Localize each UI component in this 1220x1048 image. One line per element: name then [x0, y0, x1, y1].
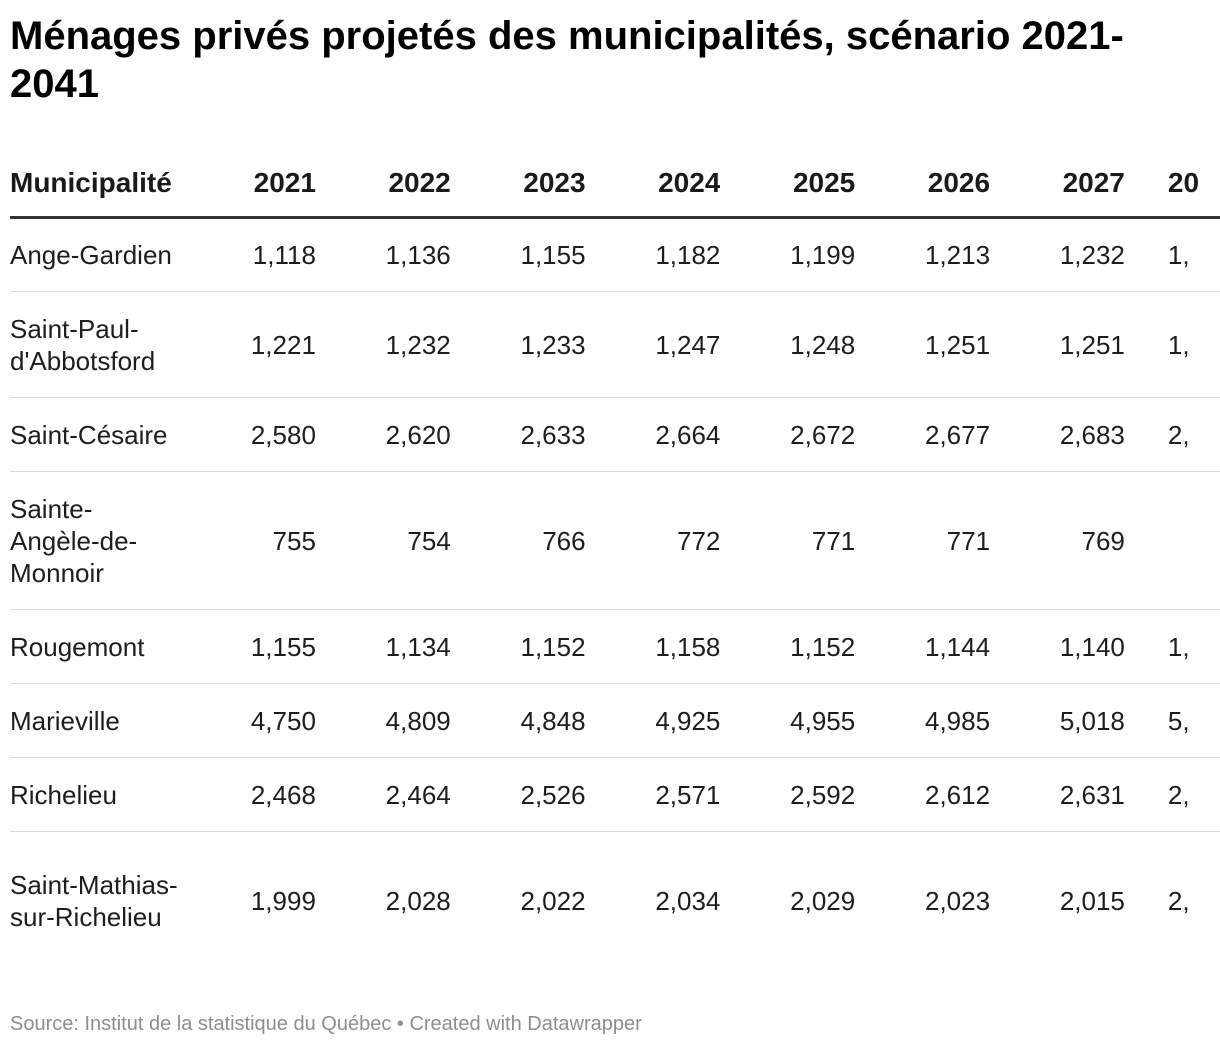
table-row: Marieville 4,750 4,809 4,848 4,925 4,955 4,985…	[10, 683, 1220, 758]
table-cell-value: 1,140	[990, 609, 1125, 684]
table-cell-value: 2,023	[924, 885, 991, 916]
table-cell-value	[1124, 471, 1220, 610]
table-cell-value: 1,	[1124, 291, 1220, 398]
table-cell-value: 1,251	[855, 291, 991, 398]
table-cell-value: 1,	[1124, 609, 1220, 684]
table-cell-value: 2,	[1124, 397, 1220, 472]
table-cell-value: 1,251	[990, 291, 1125, 398]
table-cell-value: 1,232	[315, 291, 451, 398]
column-header-20: 20	[1124, 150, 1220, 219]
column-header-2021: 2021	[181, 150, 316, 219]
chart-title: Ménages privés projetés des municipalité…	[10, 14, 1124, 106]
table-cell-value: 1,118	[181, 217, 316, 292]
table-cell-value: 1,144	[855, 609, 991, 684]
row-municipality-name: Richelieu	[10, 757, 182, 832]
table-row: Rougemont 1,155 1,134 1,152 1,158 1,152 1,144 1…	[10, 609, 1220, 684]
table-cell-value: 2,612	[855, 757, 991, 832]
table-cell-value: 1,158	[585, 609, 721, 684]
data-table-container: Municipalité 2021 2022 2023 2024 2025 2026 2027…	[10, 150, 1220, 970]
table-cell-value: 2,034	[655, 885, 721, 916]
table-cell-value: 2,580	[181, 397, 316, 472]
row-municipality-name: Saint-Césaire	[10, 397, 182, 472]
table-cell-value: 2,468	[181, 757, 316, 832]
table-cell-value: 2,672	[720, 397, 856, 472]
table-cell-value: 1,155	[450, 217, 586, 292]
table-cell-value: 1,999	[250, 885, 316, 916]
table-cell-value: 1,	[1124, 217, 1220, 292]
table-cell-value: 1,233	[450, 291, 586, 398]
table-cell-value: 771	[855, 471, 991, 610]
table-cell-value: 1,247	[585, 291, 721, 398]
table-cell-value: 5,018	[990, 683, 1125, 758]
table-cell-value: 2,028	[385, 885, 451, 916]
table-row: Sainte-Angèle-de-Monnoir 755 754 766 772 771 7…	[10, 471, 1220, 610]
table-cell-value: 4,985	[855, 683, 991, 758]
table-cell-value: 4,809	[315, 683, 451, 758]
source-note: Source: Institut de la statistique du Qu…	[10, 1013, 642, 1035]
table-cell-value: 2,683	[990, 397, 1125, 472]
table-cell-value: 4,848	[450, 683, 586, 758]
column-header-2025: 2025	[720, 150, 856, 219]
table-cell-value: 2,620	[315, 397, 451, 472]
table-cell-value: 1,213	[855, 217, 991, 292]
table-cell-value: 2,029	[790, 885, 856, 916]
table-cell-value: 4,750	[181, 683, 316, 758]
column-header-2023: 2023	[450, 150, 586, 219]
table-cell-value: 766	[450, 471, 586, 610]
table-body: Ange-Gardien 1,118 1,136 1,155 1,182 1,199 1,2…	[10, 217, 1220, 970]
column-header-2026: 2026	[855, 150, 991, 219]
table-cell-value: 755	[181, 471, 316, 610]
table-cell-value: 1,248	[720, 291, 856, 398]
table-row: Ange-Gardien 1,118 1,136 1,155 1,182 1,199 1,2…	[10, 217, 1220, 292]
row-municipality-name: Marieville	[10, 683, 182, 758]
data-table: Municipalité 2021 2022 2023 2024 2025 2026 2027…	[10, 150, 1220, 970]
table-cell-value: 1,152	[720, 609, 856, 684]
table-cell-value: 2,677	[855, 397, 991, 472]
table-cell-value: 2,022	[520, 885, 586, 916]
table-cell-value: 1,199	[720, 217, 856, 292]
table-row: Saint-Césaire 2,580 2,620 2,633 2,664 2,672 2,…	[10, 397, 1220, 472]
table-cell-value: 4,925	[585, 683, 721, 758]
table-cell-value: 1,232	[990, 217, 1125, 292]
column-header-municipalite: Municipalité	[10, 150, 182, 219]
table-cell-value: 2,631	[990, 757, 1125, 832]
table-cell-value: 2,464	[315, 757, 451, 832]
row-municipality-name: Ange-Gardien	[10, 217, 182, 292]
table-cell-value: 5,	[1124, 683, 1220, 758]
table-cell-value: 2,015	[1059, 885, 1125, 916]
table-cell-value: 4,955	[720, 683, 856, 758]
row-municipality-name: Saint-Mathias-sur-Richelieu	[10, 869, 178, 932]
row-municipality-name: Saint-Paul-d'Abbotsford	[10, 291, 182, 398]
table-cell-value: 2,571	[585, 757, 721, 832]
table-cell-value: 2,664	[585, 397, 721, 472]
table-cell-value: 1,152	[450, 609, 586, 684]
table-row: Saint-Mathias-sur-Richelieu 1,999 2,028 2,0…	[10, 832, 1220, 970]
table-cell-value: 2,526	[450, 757, 586, 832]
table-cell-value: 2,	[1124, 757, 1220, 832]
table-row: Saint-Paul-d'Abbotsford 1,221 1,232 1,233 1,…	[10, 291, 1220, 398]
table-cell-value: 1,155	[181, 609, 316, 684]
column-header-2024: 2024	[585, 150, 721, 219]
column-header-2022: 2022	[315, 150, 451, 219]
column-header-2027: 2027	[990, 150, 1125, 219]
table-cell-value: 1,136	[315, 217, 451, 292]
table-cell-value: 2,633	[450, 397, 586, 472]
table-cell-value: 772	[585, 471, 721, 610]
table-cell-value: 2,	[1167, 885, 1190, 916]
table-cell-value: 1,134	[315, 609, 451, 684]
table-cell-value: 771	[720, 471, 856, 610]
table-cell-value: 2,592	[720, 757, 856, 832]
table-cell-value: 769	[990, 471, 1125, 610]
table-cell-value: 1,221	[181, 291, 316, 398]
row-municipality-name: Rougemont	[10, 609, 182, 684]
row-municipality-name: Sainte-Angèle-de-Monnoir	[10, 471, 182, 610]
table-cell-value: 1,182	[585, 217, 721, 292]
table-row: Richelieu 2,468 2,464 2,526 2,571 2,592 2,612 2…	[10, 757, 1220, 832]
table-header-row: Municipalité 2021 2022 2023 2024 2025 2026 2027…	[10, 150, 1220, 219]
table-cell-value: 754	[315, 471, 451, 610]
